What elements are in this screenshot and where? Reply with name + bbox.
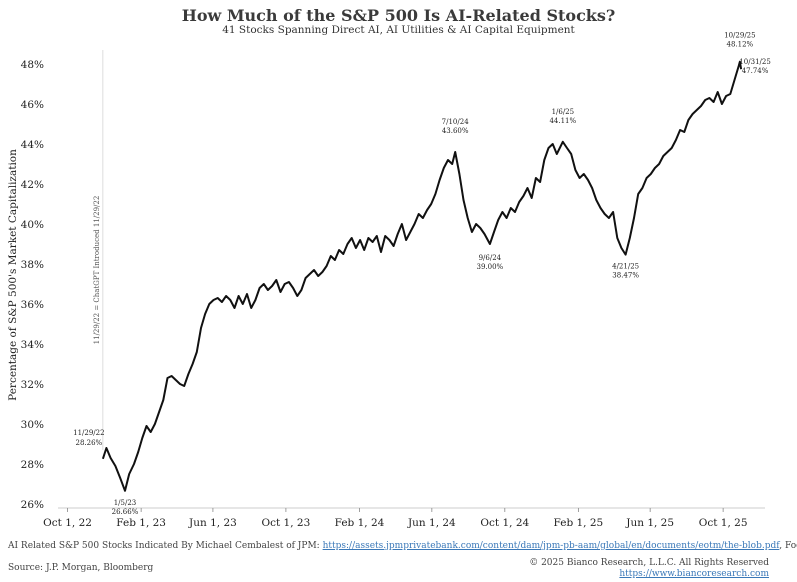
y-tick-label: 44%: [21, 139, 44, 151]
x-tick-label: Oct 1, 24: [480, 517, 529, 529]
x-axis-ticks: Oct 1, 22 Feb 1, 23 Jun 1, 23 Oct 1, 23 Feb …: [43, 508, 748, 529]
chart-title: How Much of the S&P 500 Is AI-Related St…: [181, 6, 616, 25]
website-link[interactable]: https://www.biancoresearch.com: [619, 569, 769, 579]
series-line: [101, 60, 743, 492]
y-axis-label: Percentage of S&P 500's Market Capitaliz…: [7, 149, 19, 401]
annotation-value: 48.12%: [727, 41, 754, 49]
annotation-value: 47.74%: [742, 67, 769, 75]
copyright-text: © 2025 Bianco Research, L.L.C. All Right…: [529, 558, 769, 568]
footnote-suffix: , Footnote 1: [779, 541, 797, 551]
x-tick-label: Feb 1, 24: [335, 517, 385, 529]
y-tick-label: 42%: [21, 179, 44, 191]
x-tick-label: Jun 1, 25: [625, 517, 674, 529]
y-axis-ticks: 26% 28% 30% 32% 34% 36% 38% 40% 42% 44% 46% 48%: [21, 59, 44, 511]
y-tick-label: 26%: [21, 499, 44, 511]
y-tick-label: 36%: [21, 299, 44, 311]
x-tick-label: Feb 1, 25: [554, 517, 604, 529]
y-tick-label: 34%: [21, 339, 44, 351]
chart-subtitle: 41 Stocks Spanning Direct AI, AI Utiliti…: [222, 24, 575, 36]
x-tick-label: Oct 1, 25: [699, 517, 748, 529]
x-tick-label: Jun 1, 23: [188, 517, 237, 529]
footnote-link[interactable]: https://assets.jpmprivatebank.com/conten…: [322, 541, 780, 551]
x-tick-label: Jun 1, 24: [407, 517, 456, 529]
source-text: Source: J.P. Morgan, Bloomberg: [8, 563, 154, 573]
annotation-date: 11/29/22: [73, 429, 104, 437]
y-tick-label: 48%: [21, 59, 44, 71]
annotation-value: 39.00%: [477, 263, 504, 271]
annotation-date: 10/31/25: [739, 58, 770, 66]
footnote-prefix: AI Related S&P 500 Stocks Indicated By M…: [8, 541, 320, 551]
annotation-value: 28.26%: [76, 439, 103, 447]
annotation-date: 1/5/23: [114, 499, 137, 507]
annotation-value: 44.11%: [549, 117, 576, 125]
x-tick-label: Oct 1, 22: [43, 517, 92, 529]
annotation-date: 7/10/24: [442, 118, 470, 126]
chatgpt-marker: 11/29/22 = ChatGPT Introduced 11/29/22: [93, 50, 104, 450]
footnote: AI Related S&P 500 Stocks Indicated By M…: [8, 541, 797, 551]
y-tick-label: 28%: [21, 459, 44, 471]
chatgpt-marker-label: 11/29/22 = ChatGPT Introduced 11/29/22: [93, 196, 101, 345]
y-tick-label: 40%: [21, 219, 44, 231]
y-tick-label: 30%: [21, 419, 44, 431]
annotation-date: 10/29/25: [724, 32, 755, 40]
chart-svg: 26% 28% 30% 32% 34% 36% 38% 40% 42% 44% 46% 48% Oct…: [7, 32, 771, 529]
annotation-value: 38.47%: [612, 272, 639, 280]
y-tick-label: 32%: [21, 379, 44, 391]
y-tick-label: 46%: [21, 99, 44, 111]
annotation-date: 9/6/24: [479, 254, 502, 262]
x-tick-label: Oct 1, 23: [262, 517, 311, 529]
annotation-value: 26.66%: [112, 508, 139, 516]
y-tick-label: 38%: [21, 259, 44, 271]
annotation-date: 1/6/25: [552, 108, 575, 116]
annotation-date: 4/21/25: [612, 263, 639, 271]
x-tick-label: Feb 1, 23: [116, 517, 166, 529]
annotation-value: 43.60%: [442, 127, 469, 135]
